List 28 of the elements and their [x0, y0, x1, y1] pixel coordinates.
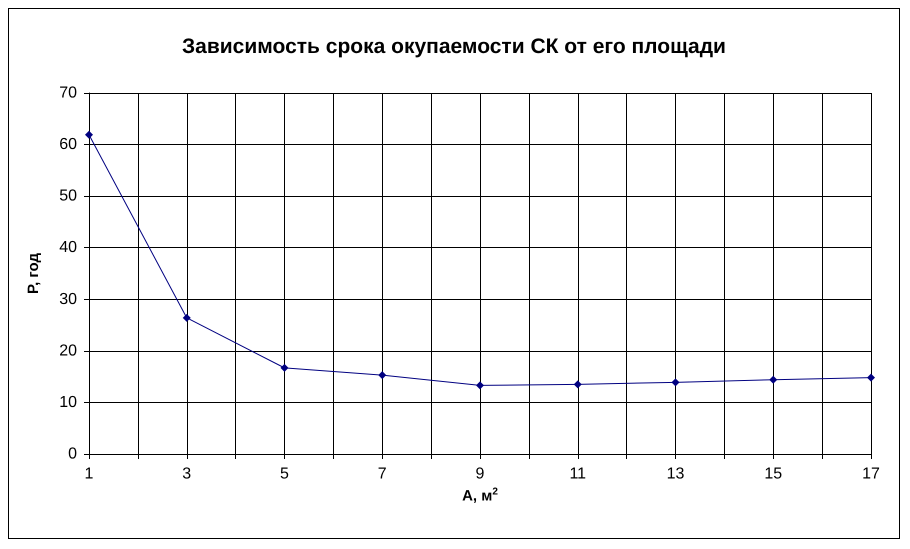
- x-tick-label: 3: [182, 466, 192, 482]
- x-tick-label: 7: [378, 466, 387, 482]
- point: [85, 130, 93, 139]
- y-tick-label: 60: [59, 136, 78, 154]
- x-tick-label: 15: [764, 466, 782, 482]
- x-tick-label: 1: [84, 466, 94, 482]
- point: [182, 314, 191, 322]
- y-tick-label: 0: [68, 446, 78, 462]
- point: [378, 371, 386, 380]
- y-tick-label: 20: [59, 342, 78, 360]
- y-axis-title: P, год: [25, 252, 42, 294]
- point: [867, 374, 875, 382]
- x-tick-label: 5: [280, 466, 290, 482]
- point: [476, 381, 484, 390]
- x-tick-label: 11: [569, 466, 586, 482]
- point: [574, 380, 582, 388]
- point: [672, 378, 680, 386]
- y-tick-label: 50: [59, 188, 78, 205]
- y-tick-label: 70: [59, 84, 78, 102]
- y-tick-label: 40: [59, 239, 78, 256]
- y-tick-label: 30: [59, 290, 78, 308]
- point: [769, 376, 778, 384]
- x-tick-label: 17: [862, 466, 880, 482]
- chart-title: Зависимость срока окупаемости СК от его площади: [182, 35, 726, 58]
- x-tick-label: 13: [666, 466, 684, 482]
- y-tick-label: 10: [59, 394, 78, 411]
- point: [280, 364, 288, 372]
- x-tick-label: 9: [476, 466, 485, 482]
